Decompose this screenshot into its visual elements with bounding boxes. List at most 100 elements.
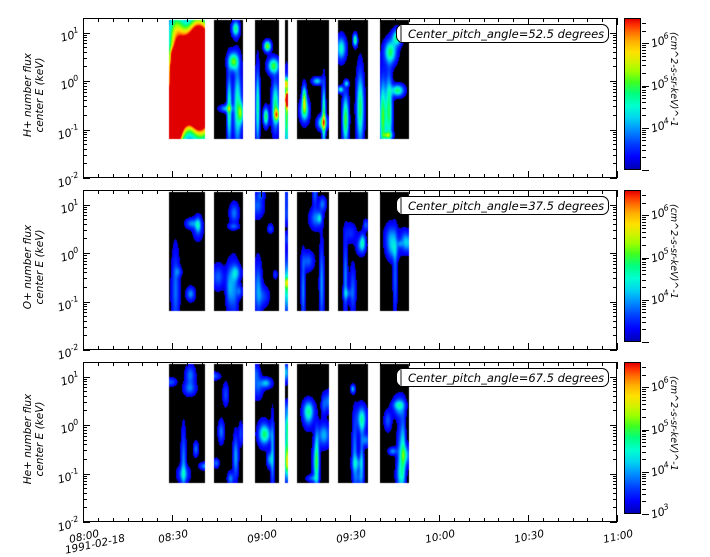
y-minor-tick (83, 92, 87, 93)
x-minor-tick (187, 18, 188, 22)
x-minor-tick (454, 362, 455, 366)
x-minor-tick (335, 362, 336, 366)
y-minor-tick (83, 52, 87, 53)
y-minor-tick (613, 140, 617, 141)
y-major-tick (610, 205, 617, 206)
y-minor-tick (83, 155, 87, 156)
y-minor-tick (613, 444, 617, 445)
x-minor-tick (543, 18, 544, 22)
x-minor-tick (142, 346, 143, 350)
y-minor-tick (83, 18, 87, 19)
colorbar-tick (642, 219, 646, 220)
legend-color-swatch (400, 25, 402, 42)
colorbar-tick (642, 306, 646, 307)
x-minor-tick (98, 346, 99, 350)
y-major-tick (83, 302, 90, 303)
y-minor-tick (83, 83, 87, 84)
y-minor-tick (613, 430, 617, 431)
y-minor-tick (613, 433, 617, 434)
y-minor-tick (613, 450, 617, 451)
y-minor-tick (83, 402, 87, 403)
y-major-tick (83, 522, 90, 523)
y-minor-tick (613, 309, 617, 310)
colorbar-tick (642, 400, 646, 401)
colorbar-tick-label: 103 (649, 502, 670, 522)
x-minor-tick (202, 174, 203, 178)
y-minor-tick (83, 410, 87, 411)
x-minor-tick (454, 518, 455, 522)
x-minor-tick (306, 362, 307, 366)
x-minor-tick (439, 18, 440, 22)
x-minor-tick (380, 190, 381, 194)
x-minor-tick (128, 190, 129, 194)
colorbar-tick (642, 115, 646, 116)
x-minor-tick (335, 518, 336, 522)
y-minor-tick (613, 278, 617, 279)
x-minor-tick (543, 174, 544, 178)
colorbar-tick (642, 397, 646, 398)
x-major-tick (617, 362, 618, 369)
x-minor-tick (469, 18, 470, 22)
x-minor-tick (409, 518, 410, 522)
x-minor-tick (409, 362, 410, 366)
x-minor-tick (113, 18, 114, 22)
colorbar-he-plus (624, 362, 641, 514)
x-minor-tick (513, 174, 514, 178)
x-minor-tick (291, 362, 292, 366)
y-minor-tick (83, 149, 87, 150)
y-minor-tick (613, 507, 617, 508)
y-minor-tick (613, 481, 617, 482)
legend-h-plus[interactable]: Center_pitch_angle=52.5 degrees (396, 24, 609, 43)
legend-he-plus[interactable]: Center_pitch_angle=67.5 degrees (396, 368, 609, 387)
colorbar-tick (642, 258, 649, 259)
y-minor-tick (613, 35, 617, 36)
colorbar-tick (642, 130, 646, 131)
y-minor-tick (83, 96, 87, 97)
x-minor-tick (276, 518, 277, 522)
colorbar-unit-label: (cm^2-s-sr-keV)^-1 (668, 32, 679, 127)
y-axis-label-line2: center E (keV) (34, 401, 46, 477)
colorbar-tick (642, 474, 646, 475)
colorbar-tick (642, 501, 646, 502)
x-minor-tick (380, 362, 381, 366)
y-minor-tick (613, 144, 617, 145)
x-minor-tick (513, 362, 514, 366)
y-minor-tick (613, 312, 617, 313)
x-minor-tick (513, 18, 514, 22)
colorbar-tick (642, 274, 646, 275)
colorbar-tick (642, 309, 646, 310)
y-minor-tick (613, 219, 617, 220)
y-minor-tick (613, 402, 617, 403)
y-minor-tick (613, 100, 617, 101)
y-minor-tick (613, 92, 617, 93)
y-minor-tick (83, 387, 87, 388)
colorbar-tick (642, 23, 646, 24)
y-minor-tick (613, 476, 617, 477)
x-tick-label: 09:00 (246, 527, 279, 546)
x-minor-tick (202, 518, 203, 522)
x-minor-tick (261, 346, 262, 350)
x-minor-tick (320, 362, 321, 366)
x-minor-tick (217, 362, 218, 366)
legend-label: Center_pitch_angle=67.5 degrees (408, 370, 605, 385)
y-minor-tick (613, 381, 617, 382)
y-minor-tick (613, 488, 617, 489)
x-minor-tick (217, 190, 218, 194)
y-minor-tick (613, 215, 617, 216)
x-minor-tick (202, 190, 203, 194)
y-minor-tick (613, 209, 617, 210)
x-minor-tick (231, 174, 232, 178)
x-minor-tick (498, 518, 499, 522)
x-minor-tick (128, 346, 129, 350)
colorbar-tick (642, 108, 646, 109)
legend-o-plus[interactable]: Center_pitch_angle=37.5 degrees (396, 196, 609, 215)
x-minor-tick (246, 518, 247, 522)
x-minor-tick (172, 18, 173, 22)
x-minor-tick (587, 362, 588, 366)
colorbar-tick (642, 312, 646, 313)
y-minor-tick (613, 316, 617, 317)
x-minor-tick (261, 18, 262, 22)
colorbar-tick (642, 92, 646, 93)
x-minor-tick (128, 174, 129, 178)
y-minor-tick (613, 396, 617, 397)
